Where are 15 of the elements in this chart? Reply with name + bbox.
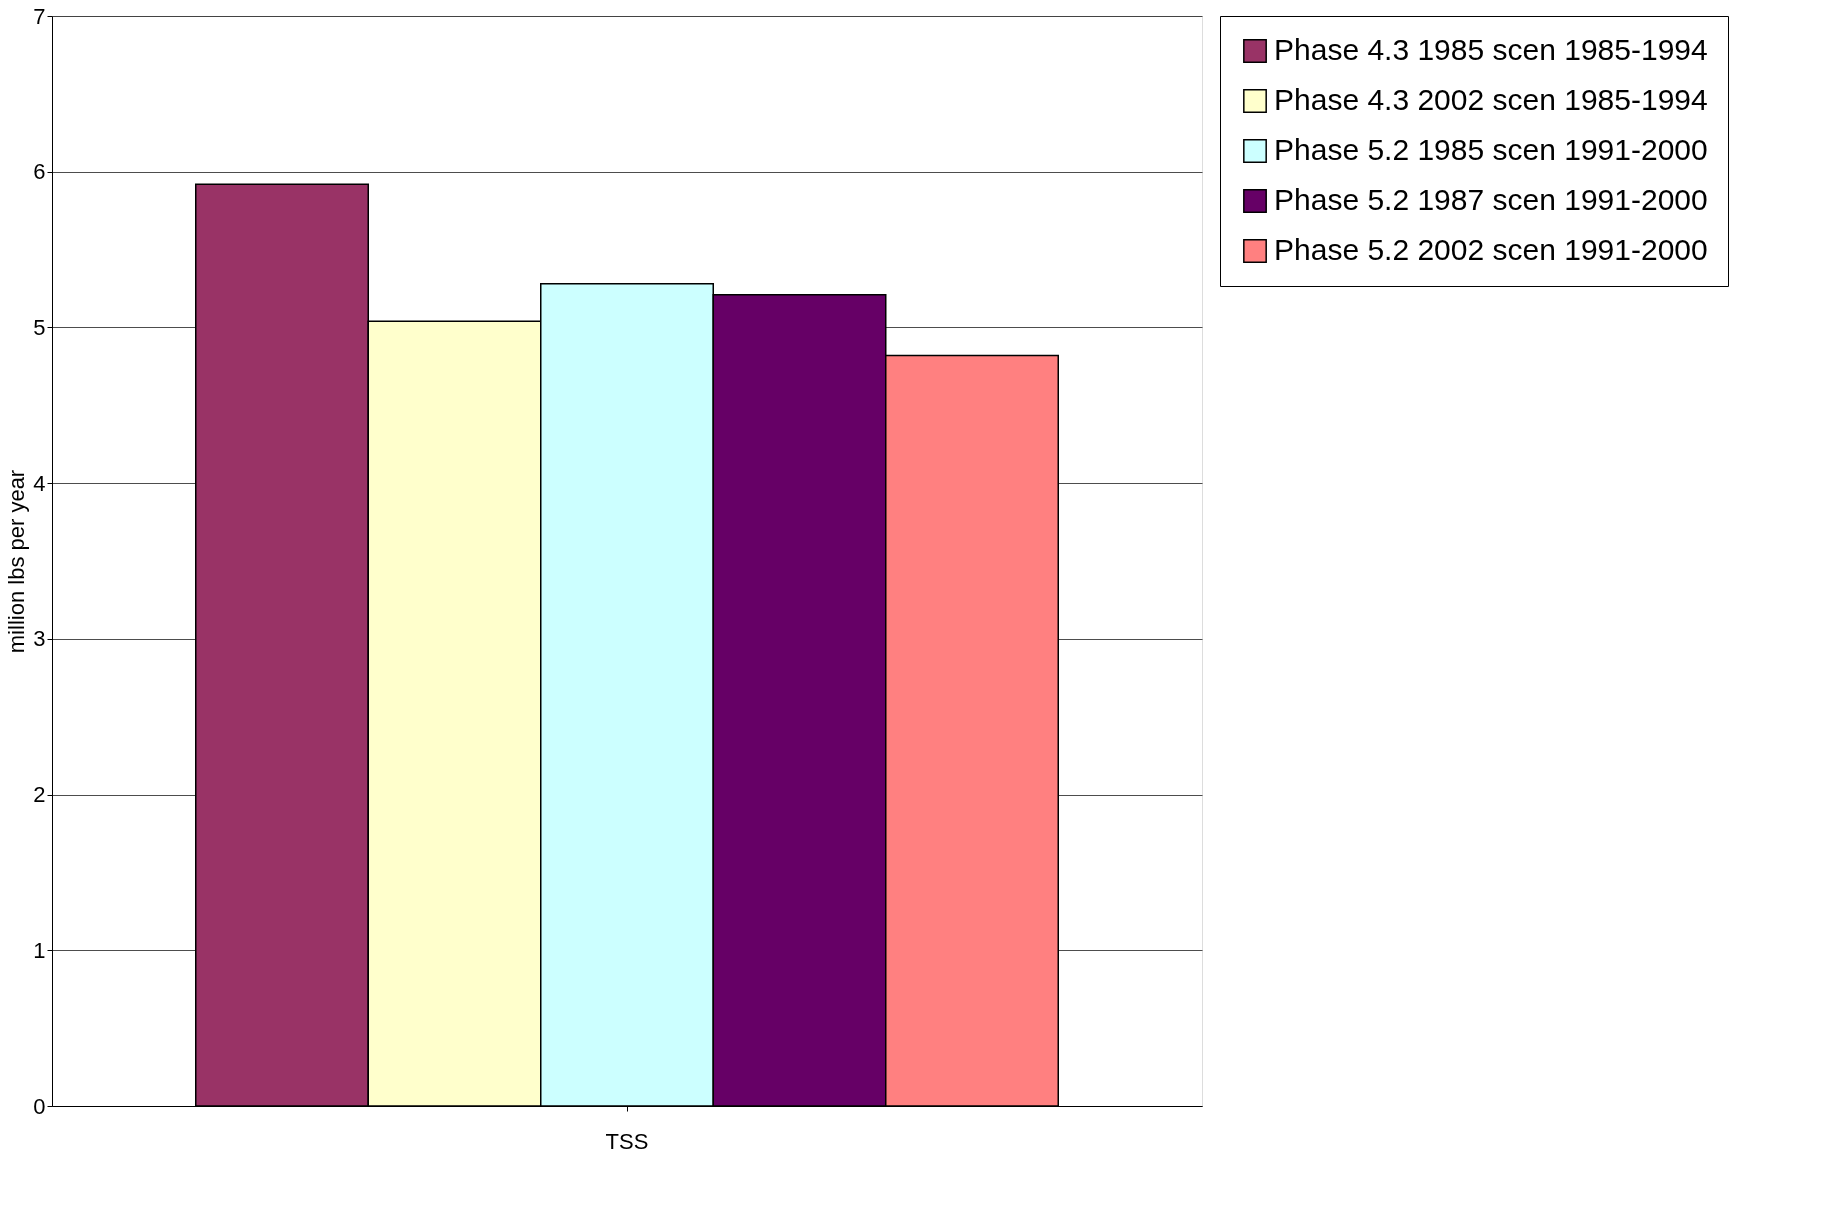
y-tick-label: 4 [33,470,46,496]
y-tick-label: 2 [33,782,46,808]
y-tick-label: 6 [33,159,46,185]
y-tick-label: 7 [33,3,46,29]
legend-label: Phase 5.2 1987 scen 1991-2000 [1274,183,1708,216]
x-tick-label: TSS [605,1128,649,1154]
y-tick-label: 1 [33,937,46,963]
y-tick-label: 5 [33,314,46,340]
y-axis-title: million lbs per year [4,469,30,654]
legend-label: Phase 4.3 2002 scen 1985-1994 [1274,83,1708,116]
legend-label: Phase 5.2 1985 scen 1991-2000 [1274,133,1708,166]
y-tick-label: 0 [33,1093,46,1119]
legend-label: Phase 4.3 1985 scen 1985-1994 [1274,33,1708,66]
y-tick-label: 3 [33,626,46,652]
legend-label: Phase 5.2 2002 scen 1991-2000 [1274,233,1708,266]
